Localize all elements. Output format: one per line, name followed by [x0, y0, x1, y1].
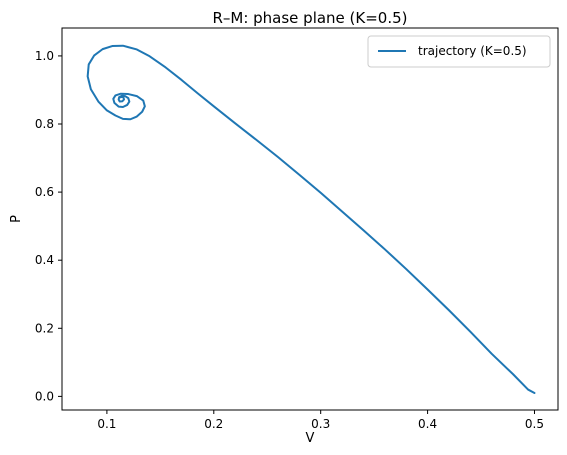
legend: trajectory (K=0.5) [367, 35, 551, 68]
x-tick-label: 0.5 [525, 417, 544, 431]
chart-title: R–M: phase plane (K=0.5) [212, 9, 407, 27]
y-tick-label: 0.4 [35, 253, 54, 267]
plot-area [86, 44, 536, 394]
x-tick-label: 0.2 [204, 417, 223, 431]
y-tick-label: 0.2 [35, 321, 54, 335]
y-tick-label: 0.0 [35, 389, 54, 403]
x-tick-label: 0.3 [311, 417, 330, 431]
y-tick-label: 1.0 [35, 49, 54, 63]
axes-frame [61, 27, 559, 411]
legend-label: trajectory (K=0.5) [418, 44, 527, 58]
y-axis: 0.0 0.2 0.4 0.6 0.8 1.0 [35, 49, 62, 403]
series-line-0 [86, 44, 536, 394]
legend-box [367, 35, 551, 68]
x-axis-label: V [306, 431, 315, 446]
x-axis: 0.1 0.2 0.3 0.4 0.5 [97, 410, 544, 431]
y-tick-label: 0.6 [35, 185, 54, 199]
y-tick-label: 0.8 [35, 117, 54, 131]
x-tick-label: 0.1 [97, 417, 116, 431]
y-axis-label: P [9, 215, 24, 223]
x-tick-label: 0.4 [418, 417, 437, 431]
